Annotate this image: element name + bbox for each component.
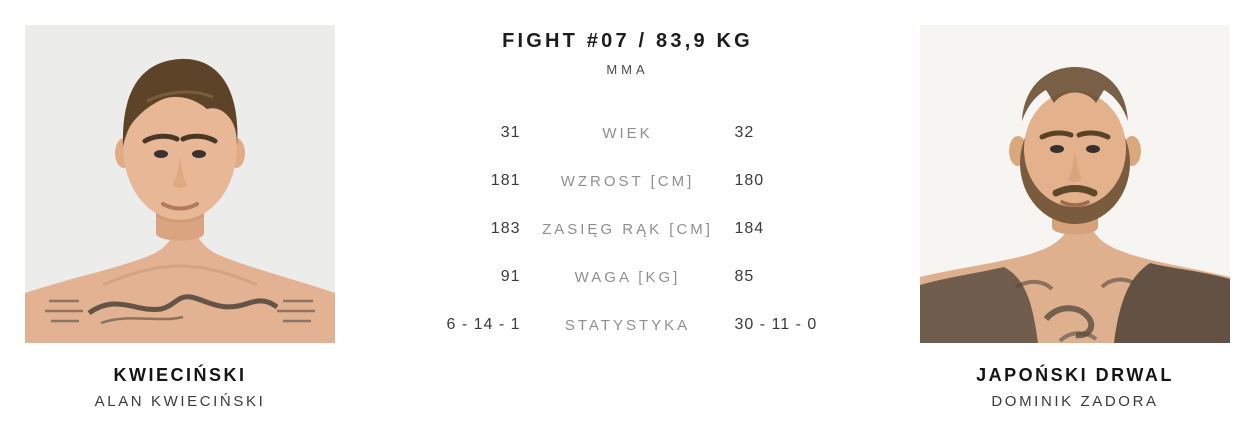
fight-discipline: MMA	[606, 62, 649, 77]
stat-row-age: 31 WIEK 32	[413, 109, 843, 157]
stat-reach-left: 183	[490, 220, 521, 237]
stat-row-record: 6 - 14 - 1 STATYSTYKA 30 - 11 - 0	[413, 301, 843, 349]
stat-age-left: 31	[500, 124, 521, 141]
stat-row-reach: 183 ZASIĘG RĄK [CM] 184	[413, 205, 843, 253]
fighter-left: KWIECIŃSKI ALAN KWIECIŃSKI	[25, 0, 335, 427]
stat-height-left: 181	[490, 172, 521, 189]
fighter-photo-left	[25, 25, 335, 343]
fighter-portrait-left-illustration	[25, 25, 335, 343]
fighter-right-fullname: DOMINIK ZADORA	[991, 393, 1159, 410]
fighter-left-fullname: ALAN KWIECIŃSKI	[94, 393, 266, 410]
stat-weight-right: 85	[734, 268, 755, 285]
stat-reach-label: ZASIĘG RĄK [CM]	[542, 220, 713, 238]
stat-record-right: 30 - 11 - 0	[734, 316, 818, 333]
fighter-portrait-right-illustration	[920, 25, 1230, 343]
stat-age-right: 32	[734, 124, 755, 141]
stat-weight-left: 91	[500, 268, 521, 285]
stat-record-left: 6 - 14 - 1	[446, 316, 521, 333]
fighter-photo-right	[920, 25, 1230, 343]
stat-row-height: 181 WZROST [CM] 180	[413, 157, 843, 205]
fighter-right-nickname: JAPOŃSKI DRWAL	[976, 365, 1174, 385]
stat-reach-right: 184	[734, 220, 765, 237]
fighter-right: JAPOŃSKI DRWAL DOMINIK ZADORA	[920, 0, 1230, 427]
fight-title: FIGHT #07 / 83,9 KG	[502, 30, 753, 52]
stats-table: 31 WIEK 32 181 WZROST [CM] 180 183 ZASIĘ…	[413, 109, 843, 349]
stat-height-label: WZROST [CM]	[560, 172, 695, 190]
fighter-left-nickname: KWIECIŃSKI	[113, 365, 247, 385]
stat-record-label: STATYSTYKA	[564, 316, 691, 334]
stat-weight-label: WAGA [KG]	[574, 268, 681, 286]
stat-age-label: WIEK	[602, 124, 653, 142]
fight-info: FIGHT #07 / 83,9 KG MMA 31 WIEK 32 181 W…	[335, 0, 920, 427]
stat-height-right: 180	[734, 172, 765, 189]
stat-row-weight: 91 WAGA [KG] 85	[413, 253, 843, 301]
